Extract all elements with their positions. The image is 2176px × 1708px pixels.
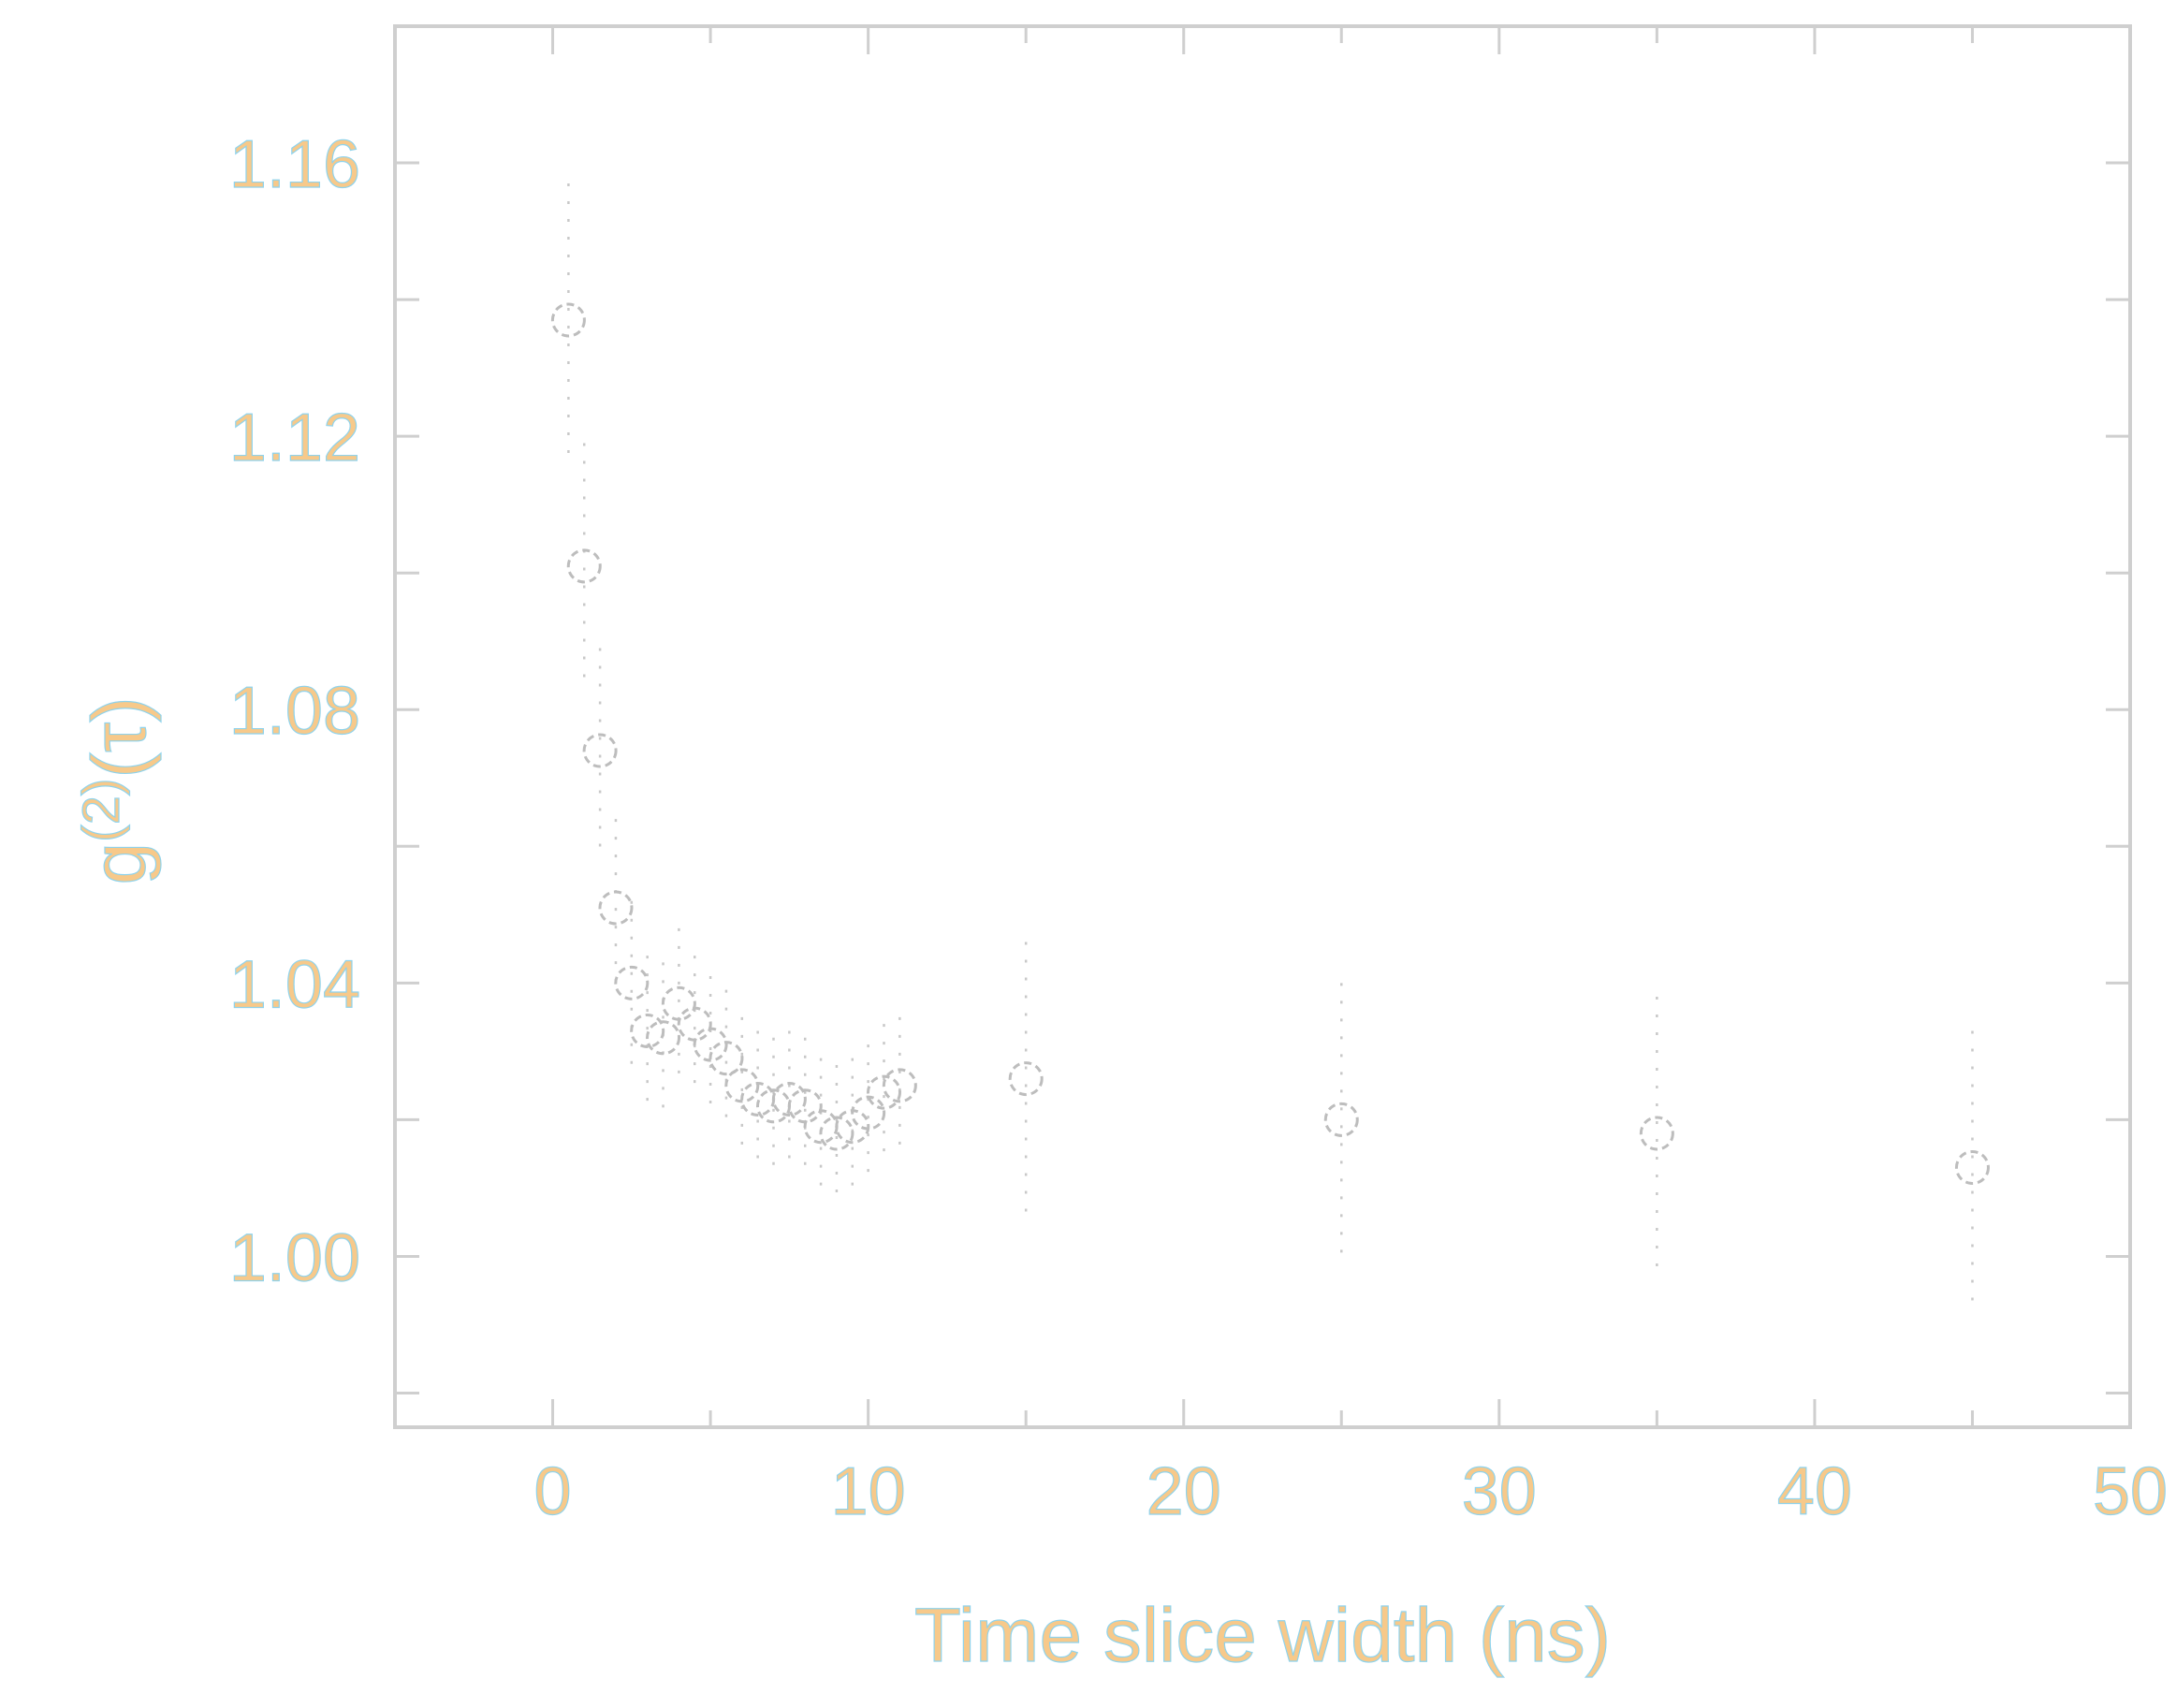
data-point bbox=[724, 1068, 760, 1103]
data-point bbox=[1323, 1102, 1359, 1137]
data-point bbox=[708, 1041, 744, 1076]
data-point bbox=[771, 1081, 807, 1117]
data-point bbox=[566, 548, 602, 584]
x-tick-label: 20 bbox=[1146, 1454, 1221, 1529]
data-point bbox=[646, 1020, 681, 1056]
x-tick-label: 10 bbox=[831, 1454, 906, 1529]
axis-ticks bbox=[395, 26, 2132, 1427]
x-tick-label: 0 bbox=[534, 1454, 572, 1529]
data-point bbox=[1954, 1150, 1990, 1186]
x-tick-label: 40 bbox=[1777, 1454, 1852, 1529]
y-tick-label: 1.08 bbox=[229, 674, 360, 749]
data-point bbox=[661, 985, 696, 1021]
plot-frame bbox=[393, 24, 2132, 1429]
data-point bbox=[598, 890, 634, 926]
data-point bbox=[819, 1116, 854, 1151]
data-point bbox=[851, 1095, 886, 1131]
data-point bbox=[1008, 1061, 1044, 1097]
y-tick-label: 1.16 bbox=[229, 127, 360, 202]
y-tick-label: 1.04 bbox=[229, 947, 360, 1022]
x-tick-label: 50 bbox=[2093, 1454, 2168, 1529]
y-axis-label: g(2)(τ) bbox=[71, 696, 162, 884]
error-bars bbox=[567, 182, 1974, 1305]
data-point bbox=[693, 1027, 728, 1062]
data-point bbox=[677, 1006, 712, 1042]
data-point bbox=[582, 733, 618, 768]
y-axis-label-superscript: (2) bbox=[71, 778, 130, 841]
data-point bbox=[614, 965, 650, 1000]
data-point bbox=[866, 1074, 901, 1110]
data-point bbox=[630, 1013, 665, 1048]
data-markers bbox=[550, 302, 1990, 1186]
y-tick-label: 1.12 bbox=[229, 401, 360, 475]
data-point bbox=[1639, 1116, 1674, 1151]
y-tick-label: 1.00 bbox=[229, 1220, 360, 1295]
x-axis-label: Time slice width (ns) bbox=[914, 1593, 1611, 1678]
y-axis-label-argument: (τ) bbox=[77, 696, 162, 778]
x-tick-label: 30 bbox=[1462, 1454, 1537, 1529]
data-point bbox=[882, 1068, 917, 1103]
tick-labels: 0 10 20 30 40 50 1.00 1.04 1.08 1.12 1.16 bbox=[228, 126, 2168, 1529]
data-point bbox=[550, 302, 586, 338]
